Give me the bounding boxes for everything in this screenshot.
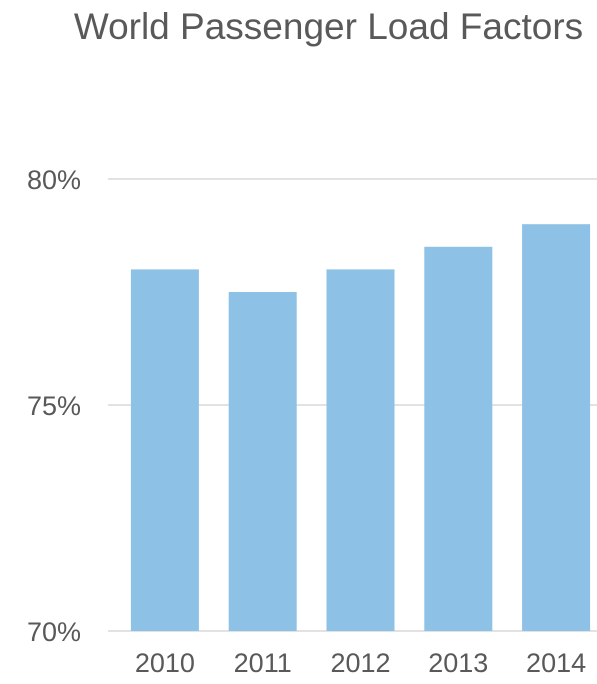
bar-2010 (130, 269, 199, 631)
x-category-label: 2014 (526, 648, 586, 678)
bar-2011 (228, 292, 297, 631)
y-tick-label: 75% (27, 391, 81, 421)
bar-2012 (326, 269, 395, 631)
bar-2013 (424, 246, 493, 632)
bars (130, 224, 591, 632)
x-category-label: 2013 (428, 648, 488, 678)
x-axis-categories: 2010 2011 2012 2013 2014 (135, 648, 586, 678)
x-category-label: 2012 (330, 648, 390, 678)
x-category-label: 2011 (234, 648, 292, 678)
chart-title: World Passenger Load Factors (73, 6, 584, 47)
y-tick-label: 70% (27, 617, 81, 647)
y-tick-label: 80% (27, 165, 81, 195)
x-category-label: 2010 (135, 648, 195, 678)
bar-2014 (522, 224, 591, 631)
y-axis-ticks: 70% 75% 80% (27, 165, 81, 647)
